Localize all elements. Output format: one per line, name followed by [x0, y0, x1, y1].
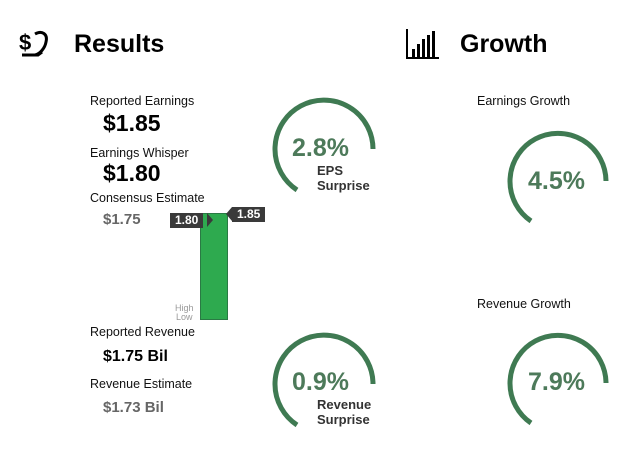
reported-revenue-label: Reported Revenue — [90, 325, 195, 339]
revenue-surprise-gauge — [270, 330, 378, 438]
eps-surprise-percent: 2.8% — [292, 134, 349, 162]
whisper-tag: 1.80 — [170, 213, 204, 228]
results-icon: $ — [18, 28, 52, 60]
revenue-surprise-percent: 0.9% — [292, 368, 349, 396]
whisper-tag-arrow — [207, 213, 213, 227]
results-title: Results — [74, 30, 165, 58]
revenue-growth-gauge — [505, 330, 611, 436]
revenue-estimate-label: Revenue Estimate — [90, 377, 193, 391]
reported-tag: 1.85 — [232, 207, 266, 222]
bar-chart-icon — [405, 27, 441, 61]
eps-surprise-line1: EPS — [317, 163, 344, 178]
earnings-bar — [200, 213, 228, 320]
consensus-estimate-value: $1.75 — [103, 211, 141, 228]
revenue-growth-label: Revenue Growth — [477, 297, 571, 311]
reported-earnings-value: $1.85 — [103, 110, 161, 136]
consensus-estimate-label: Consensus Estimate — [90, 191, 205, 205]
earnings-whisper-label: Earnings Whisper — [90, 146, 189, 160]
growth-title: Growth — [460, 30, 548, 58]
revenue-estimate-value: $1.73 Bil — [103, 399, 164, 416]
reported-tag-arrow — [226, 207, 232, 221]
revenue-growth-percent: 7.9% — [528, 368, 585, 396]
earnings-whisper-value: $1.80 — [103, 160, 161, 186]
earnings-growth-percent: 4.5% — [528, 167, 585, 195]
earnings-growth-label: Earnings Growth — [477, 94, 571, 108]
high-label: High — [175, 303, 194, 313]
reported-revenue-value: $1.75 Bil — [103, 348, 168, 365]
low-label: Low — [176, 312, 193, 322]
revenue-surprise-line1: Revenue — [317, 397, 372, 412]
earnings-growth-gauge — [505, 128, 611, 234]
svg-text:$: $ — [19, 30, 31, 55]
revenue-surprise-line2: Surprise — [317, 412, 370, 427]
eps-surprise-line2: Surprise — [317, 178, 370, 193]
reported-earnings-label: Reported Earnings — [90, 94, 195, 108]
eps-surprise-gauge — [270, 95, 378, 203]
